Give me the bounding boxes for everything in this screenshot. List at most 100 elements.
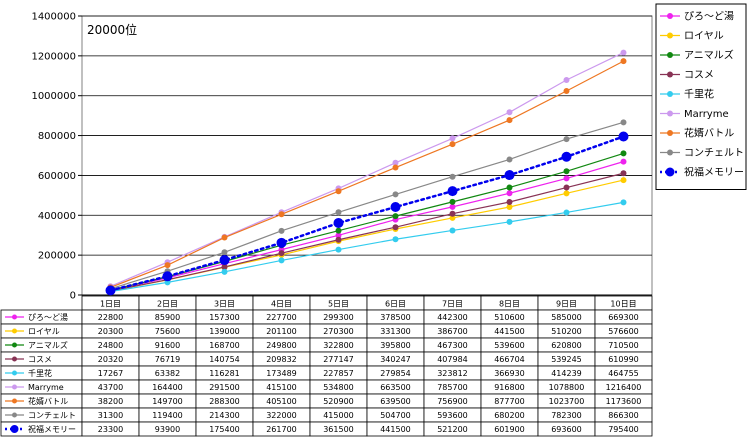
plot-area (81, 15, 653, 296)
x-tick-label: 3日目 (214, 300, 235, 309)
series-line (110, 201, 624, 293)
data-point (563, 136, 570, 143)
table-value: 782300 (551, 411, 582, 420)
table-key-marker (12, 342, 17, 348)
data-point (219, 255, 230, 266)
table-value: 38200 (98, 397, 123, 406)
data-point (506, 190, 513, 197)
legend-label: ぴろ〜ど湯 (684, 10, 734, 23)
table-series-name: コンチェルト (28, 411, 76, 420)
table-value: 407984 (437, 355, 468, 364)
table-value: 214300 (209, 411, 240, 420)
table-value: 43700 (98, 383, 123, 392)
table-value: 139000 (209, 327, 240, 336)
data-point (335, 188, 342, 195)
table-value: 1078800 (549, 383, 585, 392)
table-value: 1216400 (606, 383, 642, 392)
x-tick-label: 1日目 (100, 300, 121, 309)
y-tick-label: 1400000 (31, 12, 76, 23)
data-point (506, 117, 513, 124)
series-lines (105, 49, 629, 296)
table-value: 91600 (155, 341, 180, 350)
data-point (335, 227, 342, 234)
table-value: 20320 (98, 355, 123, 364)
table-value: 680200 (494, 411, 525, 420)
table-series-name: 花婿バトル (28, 396, 68, 406)
table-value: 173489 (266, 369, 297, 378)
y-tick-label: 600000 (38, 171, 76, 182)
x-tick-label: 5日目 (328, 300, 349, 309)
table-value: 466704 (494, 355, 525, 364)
table-value: 340247 (380, 355, 411, 364)
table-value: 504700 (380, 411, 411, 420)
data-point (506, 198, 513, 205)
chart-annotation: 20000位 (87, 22, 137, 37)
data-point (221, 249, 228, 256)
table-series-name: ぴろ〜ど湯 (28, 312, 68, 322)
table-value: 1023700 (549, 397, 585, 406)
table-value: 464755 (608, 369, 639, 378)
data-point (333, 217, 344, 228)
series-line (110, 172, 624, 292)
table-value: 539600 (494, 341, 525, 350)
legend-label: コスメ (684, 70, 714, 81)
data-point (392, 236, 399, 243)
table-series-name: Marryme (28, 383, 64, 392)
gridlines (82, 15, 652, 256)
y-tick-label: 800000 (38, 131, 76, 142)
table-value: 261700 (266, 425, 297, 434)
y-axis: 0 200000 400000 600000 800000 1000000 1200000 1… (31, 12, 652, 302)
legend-label: 祝福メモリー (684, 166, 744, 179)
data-point (164, 262, 171, 269)
data-point (335, 209, 342, 216)
table-series-name: 祝福メモリー (28, 424, 76, 434)
legend-marker (667, 110, 673, 117)
table-value: 227857 (323, 369, 354, 378)
data-point (105, 285, 116, 296)
table-value: 322800 (323, 341, 354, 350)
table-value: 323812 (437, 369, 468, 378)
table-key-marker (12, 384, 17, 390)
table-key-marker (12, 398, 17, 404)
data-point (335, 246, 342, 253)
legend-label: コンチェルト (684, 147, 744, 159)
table-series-name: アニマルズ (28, 340, 68, 350)
series-line (110, 60, 624, 288)
series-line (110, 161, 624, 292)
table-value: 539245 (551, 355, 582, 364)
x-tick-label: 8日目 (499, 300, 520, 309)
data-point (620, 49, 627, 56)
data-point (392, 191, 399, 198)
legend-marker (667, 52, 673, 58)
table-value: 1173600 (606, 397, 642, 406)
table-value: 405100 (266, 397, 297, 406)
data-point (449, 203, 456, 210)
table-value: 291500 (209, 383, 240, 392)
series-line (110, 152, 624, 291)
x-tick-label: 10日目 (610, 300, 636, 309)
table-value: 378500 (380, 313, 411, 322)
data-point (563, 184, 570, 191)
legend-marker (667, 130, 673, 136)
table-key-marker (12, 370, 17, 376)
table-value: 23300 (98, 425, 123, 434)
data-point (620, 177, 627, 184)
table-key-marker (10, 425, 19, 433)
legend-marker (667, 71, 673, 78)
data-point (618, 131, 629, 142)
table-value: 576600 (608, 327, 639, 336)
legend-marker (665, 167, 675, 177)
data-point (506, 109, 513, 116)
table-value: 249800 (266, 341, 297, 350)
x-tick-label: 9日目 (556, 300, 577, 309)
data-point (506, 218, 513, 225)
table-value: 601900 (494, 425, 525, 434)
table-value: 441500 (380, 425, 411, 434)
data-point (392, 224, 399, 231)
table-value: 593600 (437, 411, 468, 420)
table-value: 93900 (155, 425, 180, 434)
table-value: 521200 (437, 425, 468, 434)
y-tick-label: 400000 (38, 211, 76, 222)
